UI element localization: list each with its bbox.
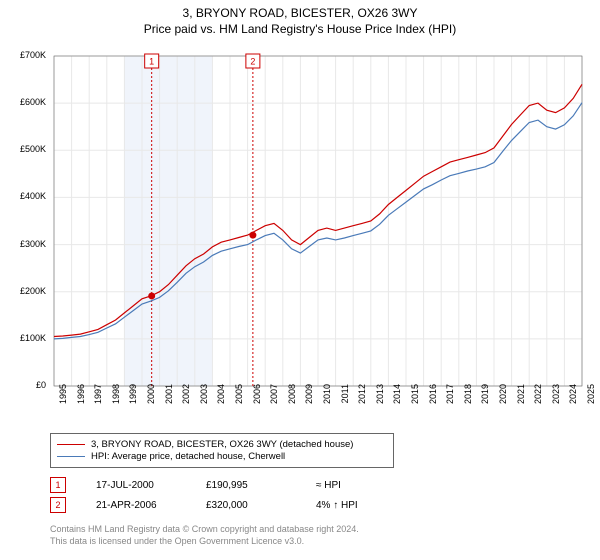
y-tick-label: £500K [20,144,46,154]
footer: Contains HM Land Registry data © Crown c… [50,524,359,547]
x-tick-label: 2013 [375,384,385,424]
footer-line-2: This data is licensed under the Open Gov… [50,536,359,548]
title-subtitle: Price paid vs. HM Land Registry's House … [0,22,600,36]
marker-badge-2: 2 [50,497,66,513]
y-tick-label: £300K [20,239,46,249]
x-tick-label: 2016 [428,384,438,424]
line-chart: 12 [50,50,586,390]
x-tick-label: 2000 [146,384,156,424]
marker-date-1: 17-JUL-2000 [96,480,206,491]
x-tick-label: 2012 [357,384,367,424]
x-tick-label: 2020 [498,384,508,424]
x-tick-label: 2005 [234,384,244,424]
marker-table: 1 17-JUL-2000 £190,995 ≈ HPI 2 21-APR-20… [50,475,426,515]
title-address: 3, BRYONY ROAD, BICESTER, OX26 3WY [0,6,600,20]
y-tick-label: £400K [20,191,46,201]
x-tick-label: 2015 [410,384,420,424]
x-tick-label: 2010 [322,384,332,424]
x-tick-label: 2025 [586,384,596,424]
legend-label-property: 3, BRYONY ROAD, BICESTER, OX26 3WY (deta… [91,439,353,450]
x-tick-label: 2004 [216,384,226,424]
x-tick-label: 2003 [199,384,209,424]
y-tick-label: £200K [20,286,46,296]
legend-row-property: 3, BRYONY ROAD, BICESTER, OX26 3WY (deta… [57,439,387,450]
x-tick-label: 2007 [269,384,279,424]
legend-row-hpi: HPI: Average price, detached house, Cher… [57,451,387,462]
x-tick-label: 2008 [287,384,297,424]
x-tick-label: 2018 [463,384,473,424]
x-tick-label: 2009 [304,384,314,424]
marker-price-2: £320,000 [206,500,316,511]
legend-swatch-property [57,444,85,445]
title-block: 3, BRYONY ROAD, BICESTER, OX26 3WY Price… [0,0,600,36]
legend: 3, BRYONY ROAD, BICESTER, OX26 3WY (deta… [50,433,394,468]
x-axis-ticks: 1995199619971998199920002001200220032004… [50,390,586,435]
legend-label-hpi: HPI: Average price, detached house, Cher… [91,451,285,462]
chart-container: 3, BRYONY ROAD, BICESTER, OX26 3WY Price… [0,0,600,560]
x-tick-label: 2023 [551,384,561,424]
x-tick-label: 2022 [533,384,543,424]
x-tick-label: 1999 [128,384,138,424]
y-tick-label: £100K [20,333,46,343]
marker-vs-hpi-2: 4% ↑ HPI [316,500,426,511]
svg-text:2: 2 [250,57,255,67]
footer-line-1: Contains HM Land Registry data © Crown c… [50,524,359,536]
x-tick-label: 2024 [568,384,578,424]
x-tick-label: 2019 [480,384,490,424]
marker-date-2: 21-APR-2006 [96,500,206,511]
svg-text:1: 1 [149,57,154,67]
x-tick-label: 2017 [445,384,455,424]
x-tick-label: 2014 [392,384,402,424]
marker-row-2: 2 21-APR-2006 £320,000 4% ↑ HPI [50,495,426,515]
x-tick-label: 2011 [340,384,350,424]
x-tick-label: 2001 [164,384,174,424]
x-tick-label: 2021 [516,384,526,424]
y-axis-ticks: £0 £100K £200K £300K £400K £500K £600K £700K [0,50,48,390]
x-tick-label: 1995 [58,384,68,424]
x-tick-label: 1998 [111,384,121,424]
marker-price-1: £190,995 [206,480,316,491]
y-tick-label: £700K [20,50,46,60]
marker-row-1: 1 17-JUL-2000 £190,995 ≈ HPI [50,475,426,495]
x-tick-label: 2006 [252,384,262,424]
x-tick-label: 1997 [93,384,103,424]
legend-swatch-hpi [57,456,85,457]
x-tick-label: 1996 [76,384,86,424]
y-tick-label: £600K [20,97,46,107]
marker-vs-hpi-1: ≈ HPI [316,480,426,491]
y-tick-label: £0 [36,380,46,390]
x-tick-label: 2002 [181,384,191,424]
marker-badge-1: 1 [50,477,66,493]
